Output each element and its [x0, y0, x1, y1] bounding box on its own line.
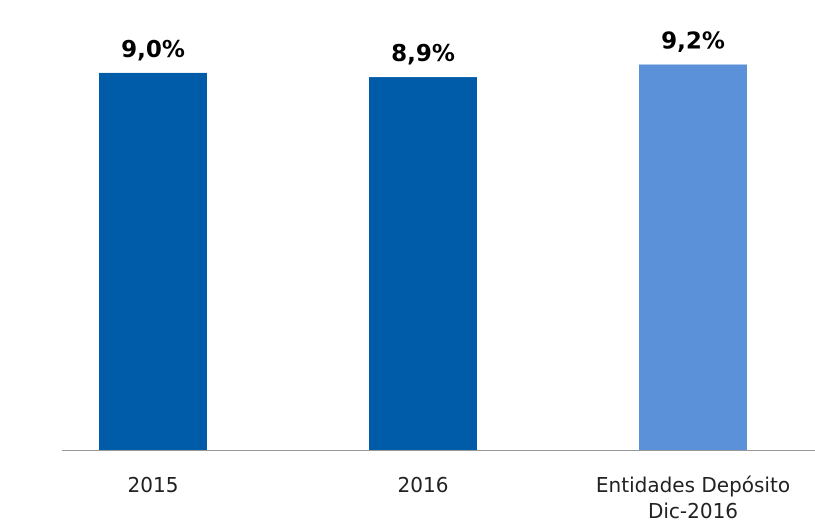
value-label: 9,2%	[661, 29, 725, 55]
bar	[639, 64, 747, 451]
bar	[369, 77, 477, 450]
bar	[99, 72, 207, 451]
x-tick-label: 2016	[397, 473, 449, 497]
x-tick-label: Entidades Depósito Dic-2016	[595, 473, 791, 523]
x-tick-label: 2015	[127, 473, 179, 497]
value-label: 8,9%	[391, 41, 455, 67]
value-label: 9,0%	[121, 37, 185, 63]
